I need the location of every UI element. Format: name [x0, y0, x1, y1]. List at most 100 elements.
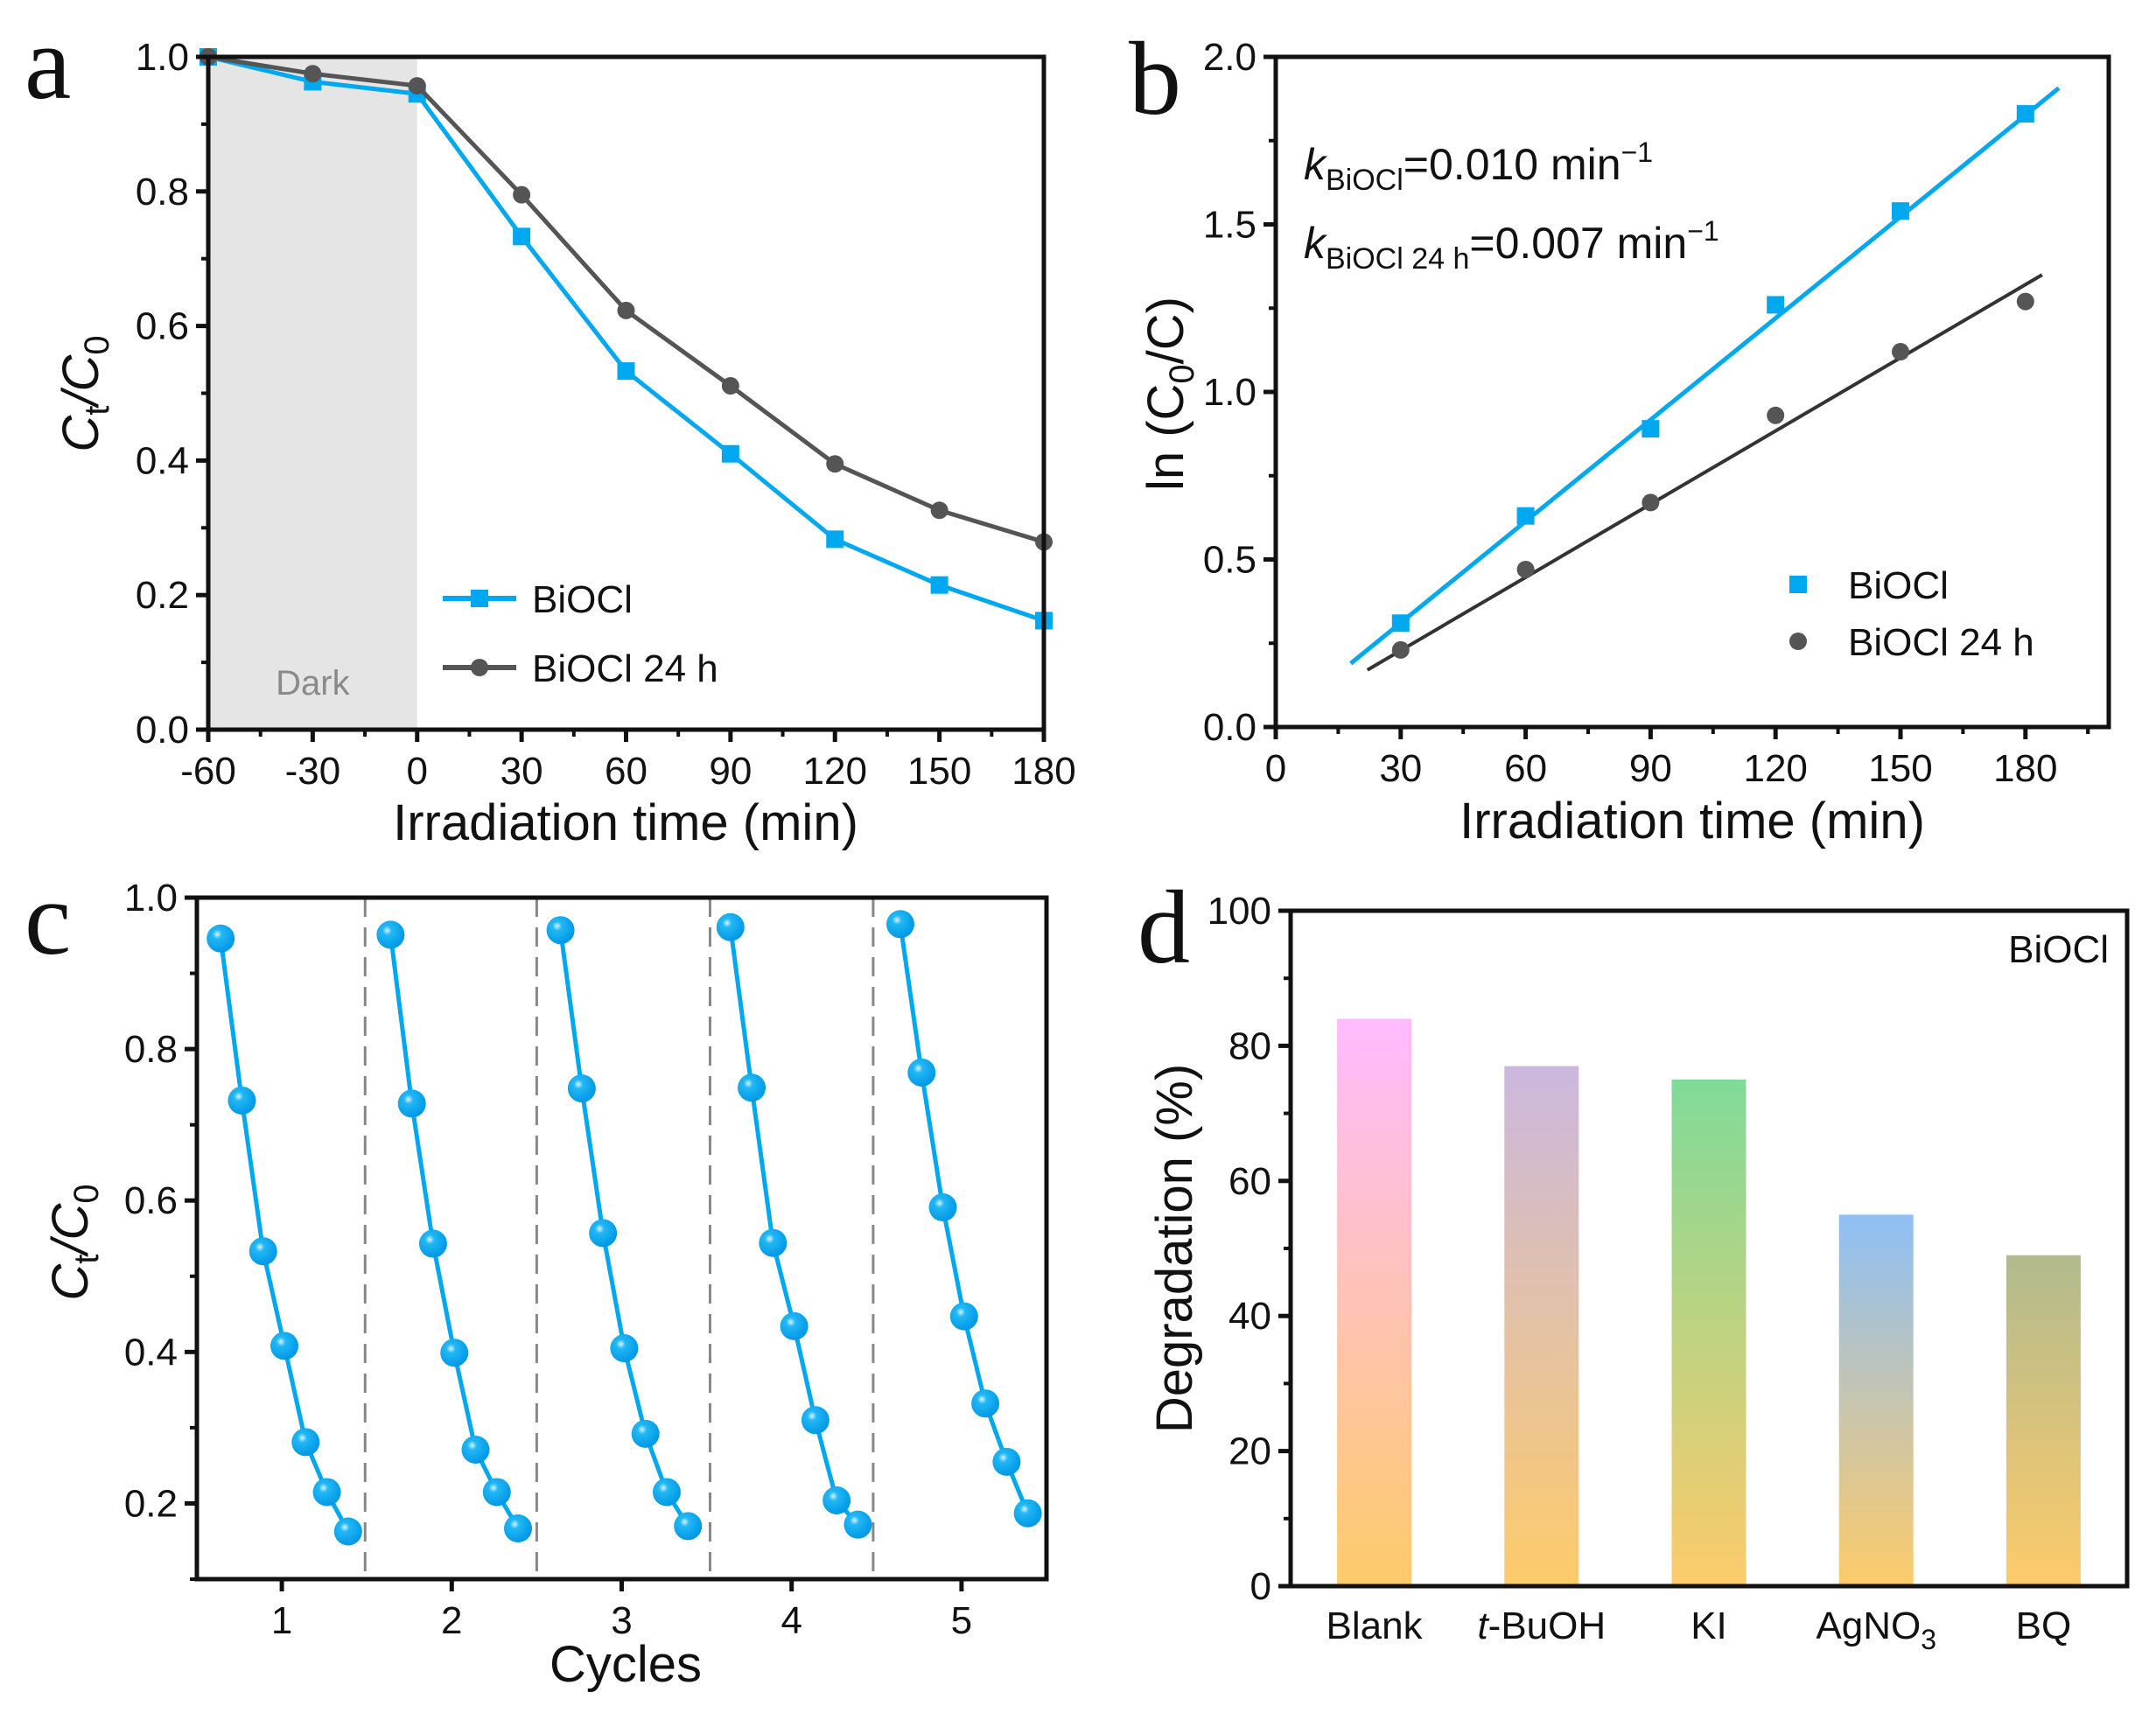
data-point	[504, 1514, 533, 1543]
data-point	[992, 1447, 1021, 1476]
y-tick-label: 1.0	[124, 877, 178, 919]
dark-region	[208, 57, 417, 730]
x-tick-label: 30	[500, 750, 543, 793]
y-tick-label: 2.0	[1203, 36, 1256, 79]
data-point	[206, 924, 235, 953]
y-tick-label: 0.8	[124, 1028, 178, 1071]
data-point	[1642, 493, 1660, 512]
legend-label-biocl: BiOCl	[532, 578, 633, 621]
y-axis-title-c: Ct/C0	[42, 1184, 106, 1300]
y-tick-label: 80	[1228, 1024, 1271, 1067]
fit-line-biocl	[1349, 86, 2061, 666]
legend-b: BiOCl BiOCl 24 h	[1789, 564, 2034, 664]
data-point	[461, 1435, 490, 1464]
data-point	[930, 501, 948, 520]
x-tick-label: KI	[1690, 1605, 1727, 1647]
data-point	[513, 227, 531, 246]
plot-area-b	[1349, 86, 2061, 672]
data-point	[397, 1089, 426, 1118]
data-point	[291, 1428, 320, 1457]
x-tick-label: 180	[1993, 747, 2057, 790]
y-tick-label: 0.2	[136, 574, 189, 617]
data-point	[928, 1193, 957, 1222]
axes-b: 0.0 0.5 1.0 1.5 2.0 0 30 60 90 120 150 180	[1203, 36, 2090, 790]
data-point	[652, 1478, 681, 1507]
y-axis-title-d: Degradation (%)	[1146, 1064, 1203, 1433]
data-point	[617, 362, 635, 381]
data-point	[1892, 343, 1909, 361]
x-axis-title-a: Irradiation time (min)	[393, 794, 858, 851]
data-point	[1767, 406, 1785, 424]
data-point	[513, 185, 531, 204]
x-tick-label: 2	[441, 1599, 462, 1642]
data-point	[482, 1478, 511, 1507]
y-tick-label: 1.5	[1203, 204, 1256, 247]
label-main: AgNO	[1816, 1605, 1921, 1647]
data-point	[1892, 202, 1909, 220]
data-point	[716, 912, 745, 941]
data-point	[1516, 507, 1535, 525]
data-point	[780, 1311, 808, 1340]
data-point	[2016, 292, 2034, 311]
x-axis-title-c: Cycles	[550, 1636, 702, 1693]
panel-d: d 0 20 40 60 80 100 Blank t-BuOH KI AgNO3 BQ BiOCl…	[1138, 869, 2130, 1655]
legend-label-biocl: BiOCl	[1848, 564, 1949, 607]
data-point	[228, 1086, 256, 1115]
data-point	[418, 1229, 447, 1258]
data-point	[721, 377, 739, 395]
data-point	[844, 1510, 872, 1539]
y-tick-label: 0.4	[136, 439, 189, 482]
legend-label-biocl-24h: BiOCl 24 h	[532, 647, 718, 690]
x-tick-label: 1	[271, 1599, 292, 1642]
plot-area-c	[206, 898, 1042, 1579]
x-tick-label: 120	[1743, 747, 1807, 790]
panel-letter-b: b	[1129, 20, 1181, 136]
label-italic: t	[1477, 1605, 1489, 1647]
x-tick-label: 5	[951, 1599, 972, 1642]
cycle-line-4	[728, 926, 860, 1527]
data-point	[738, 1073, 766, 1102]
x-tick-label: 60	[605, 750, 648, 793]
panel-letter-d: d	[1138, 869, 1190, 985]
label-main: BQ	[2016, 1605, 2072, 1647]
bar-t-buoh	[1504, 1066, 1579, 1586]
data-point	[1642, 420, 1660, 438]
x-tick-label: -30	[285, 750, 341, 793]
bar-ki	[1671, 1080, 1746, 1586]
data-point	[1391, 614, 1410, 633]
y-tick-label: 0.5	[1203, 539, 1256, 582]
y-tick-label: 0.0	[1203, 706, 1256, 749]
y-tick-label: 0	[1250, 1565, 1271, 1608]
legend-marker-biocl-24h	[471, 659, 488, 676]
rate-constant-biocl: kBiOCl=0.010 min−1	[1304, 136, 1653, 197]
legend-a: BiOCl BiOCl 24 h	[443, 578, 718, 690]
panel-c: c 0.2 0.4 0.6 0.8 1.0 1 2 3 4 5 Cycles Ct/C0	[24, 860, 1049, 1693]
label-main: -BuOH	[1488, 1605, 1606, 1647]
data-point	[1767, 296, 1785, 314]
data-point	[631, 1419, 660, 1448]
data-point	[759, 1228, 788, 1257]
data-point	[826, 455, 844, 473]
data-point	[617, 301, 635, 319]
data-point	[408, 77, 426, 95]
panel-b: b 0.0 0.5 1.0 1.5 2.0 0 30 60 90 120 150 180 Irradi…	[1129, 20, 2111, 850]
data-point	[1516, 560, 1535, 578]
axes-a: 0.0 0.2 0.4 0.6 0.8 1.0 -60 -30 0 30 60 90 120 150 180	[136, 36, 1076, 793]
y-tick-label: 1.0	[1203, 371, 1256, 414]
x-tick-label: 0	[407, 750, 428, 793]
plot-frame-c	[194, 895, 1049, 1582]
x-tick-label: -60	[180, 750, 236, 793]
data-point	[907, 1058, 936, 1087]
y-tick-label: 0.6	[124, 1179, 178, 1222]
y-tick-label: 0.2	[124, 1482, 178, 1525]
legend-marker-biocl-24h	[1789, 633, 1807, 650]
data-point	[610, 1334, 639, 1363]
x-tick-label: 150	[907, 750, 971, 793]
data-point	[376, 920, 405, 949]
panel-letter-a: a	[24, 4, 71, 121]
cycle-line-1	[218, 938, 351, 1533]
y-tick-label: 1.0	[136, 36, 189, 79]
cycle-line-3	[558, 929, 690, 1528]
x-tick-label: BQ	[2016, 1605, 2072, 1647]
x-tick-label: Blank	[1326, 1605, 1424, 1647]
